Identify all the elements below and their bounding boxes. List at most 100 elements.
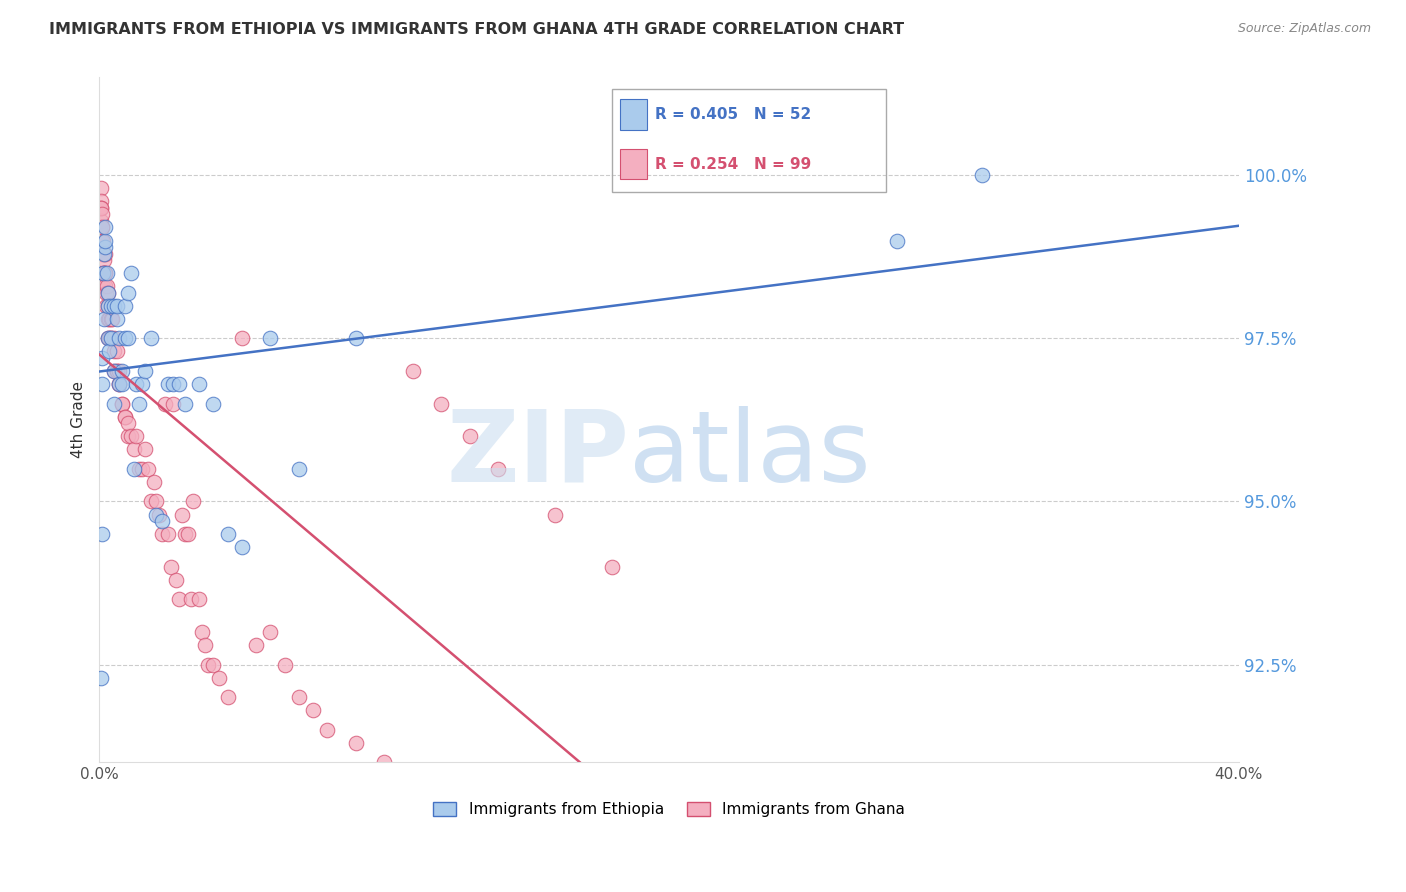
Point [202,396,225,410]
Point [100,331,122,345]
Point [94,266,117,280]
Point [486,462,509,476]
Point [128,396,150,410]
Point [91,234,114,248]
Point [117,331,139,345]
Point [94,234,117,248]
Point [93,266,115,280]
Point [458,429,481,443]
Point [972,169,994,183]
Point [97,311,120,326]
Point [188,377,211,392]
Point [120,266,142,280]
Point [100,311,122,326]
Point [97,285,120,300]
Point [103,364,125,378]
Point [94,266,117,280]
Point [114,409,136,424]
Point [180,592,202,607]
Point [217,527,239,541]
Point [108,377,131,392]
Point [93,279,115,293]
Point [194,638,217,652]
Point [188,592,211,607]
Point [145,508,167,522]
Point [90,201,112,215]
Point [90,194,112,209]
Point [105,364,128,378]
Text: R = 0.254   N = 99: R = 0.254 N = 99 [655,157,811,171]
Point [125,429,148,443]
Point [91,234,114,248]
Point [96,266,118,280]
Point [886,234,908,248]
Point [402,364,425,378]
Point [173,527,195,541]
Point [89,220,111,235]
Point [108,364,131,378]
Point [103,396,125,410]
Point [259,624,281,639]
Point [167,377,190,392]
Point [105,364,128,378]
Point [93,266,115,280]
Point [145,494,167,508]
Point [273,657,295,672]
Point [122,462,145,476]
Text: ZIP: ZIP [446,406,630,503]
Point [117,429,139,443]
Point [177,527,200,541]
Point [90,207,112,221]
Point [111,396,134,410]
Point [91,246,114,260]
Point [344,736,367,750]
Point [191,624,214,639]
Point [91,220,114,235]
Point [153,396,176,410]
Point [117,285,139,300]
Point [91,266,114,280]
Point [90,527,112,541]
Point [90,220,112,235]
Point [93,311,115,326]
Point [156,377,179,392]
Point [114,409,136,424]
Point [288,690,311,705]
Point [97,299,120,313]
Point [373,756,395,770]
Y-axis label: 4th Grade: 4th Grade [72,382,86,458]
Text: R = 0.405   N = 52: R = 0.405 N = 52 [655,107,811,122]
Point [217,690,239,705]
Point [142,475,165,489]
Point [100,331,122,345]
Point [103,299,125,313]
Point [159,559,181,574]
Point [103,331,125,345]
Point [94,240,117,254]
Point [93,253,115,268]
Point [108,377,131,392]
Point [125,377,148,392]
Point [139,331,162,345]
Point [173,396,195,410]
Point [91,377,114,392]
Point [105,299,128,313]
Point [90,214,112,228]
Point [245,638,267,652]
Point [90,201,112,215]
Point [139,494,162,508]
Point [131,377,153,392]
Point [91,266,114,280]
Bar [620,99,647,130]
Point [430,396,453,410]
Point [96,279,118,293]
Text: atlas: atlas [630,406,870,503]
Point [97,311,120,326]
Point [134,364,156,378]
Point [122,442,145,457]
Bar [620,149,647,179]
Point [148,508,170,522]
Point [100,331,122,345]
Point [100,299,122,313]
Point [114,331,136,345]
